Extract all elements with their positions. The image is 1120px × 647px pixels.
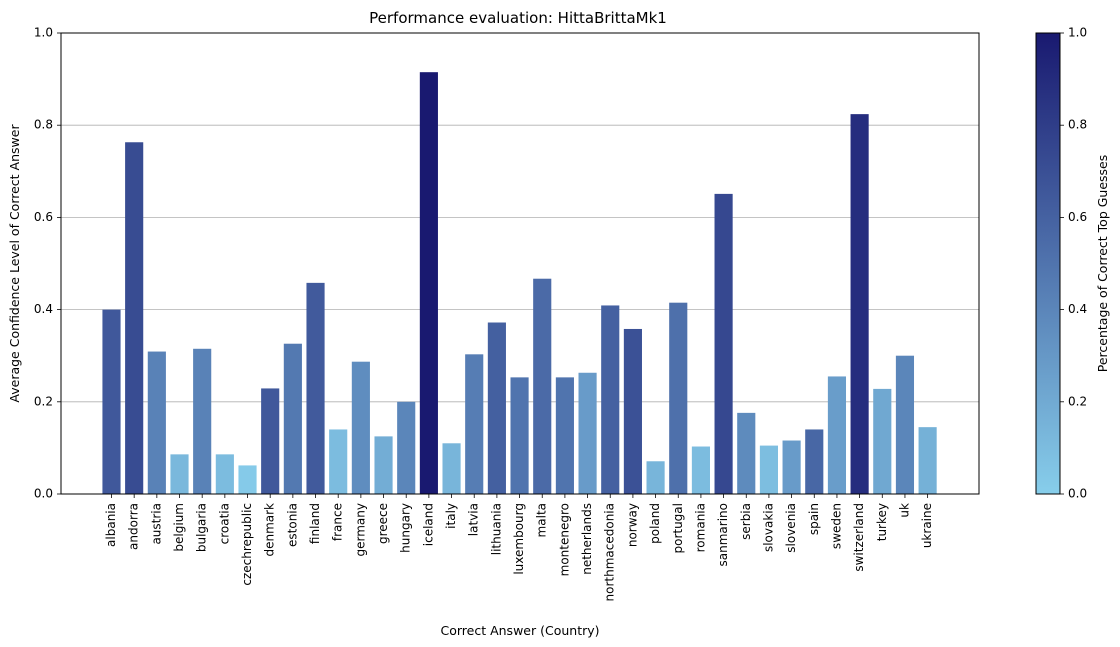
x-axis: albania andorra austria belgium bulgaria croa… <box>104 494 934 601</box>
bar-estonia <box>283 343 302 494</box>
x-tick-label: ukraine <box>920 503 934 548</box>
bar-norway <box>623 328 642 494</box>
colorbar-gradient <box>1035 32 1061 495</box>
x-tick-label: croatia <box>217 503 231 544</box>
bar-luxembourg <box>510 377 529 494</box>
bar-sweden <box>827 376 847 494</box>
x-tick-label: germany <box>353 503 367 556</box>
bar-belgium <box>170 454 189 494</box>
x-tick-label: hungary <box>399 503 413 553</box>
bar-northmacedonia <box>601 305 620 494</box>
x-tick-label: netherlands <box>580 503 594 575</box>
bar-czechrepublic <box>238 465 257 494</box>
x-tick-label: denmark <box>263 503 277 557</box>
x-tick-label: portugal <box>671 503 685 554</box>
plot-frame <box>60 32 980 495</box>
x-tick-label: luxembourg <box>512 503 526 575</box>
y-axis-label: Average Confidence Level of Correct Answ… <box>7 124 22 403</box>
x-tick-label: turkey <box>875 503 889 541</box>
bar-uk <box>895 355 915 494</box>
x-tick-label: iceland <box>421 503 435 546</box>
x-tick-label: austria <box>149 503 163 545</box>
y-tick-label: 0.2 <box>34 394 53 408</box>
x-tick-label: norway <box>625 503 639 547</box>
x-tick-label: italy <box>444 503 458 529</box>
x-tick-label: estonia <box>285 503 299 547</box>
bar-slovenia <box>782 440 801 494</box>
x-tick-label: lithuania <box>489 503 503 555</box>
bar-poland <box>646 461 665 494</box>
bar-montenegro <box>555 377 574 494</box>
x-tick-label: northmacedonia <box>603 503 617 601</box>
bar-greece <box>374 436 393 494</box>
x-tick-label: switzerland <box>852 503 866 572</box>
y-tick-label: 0.0 <box>34 487 53 501</box>
bar-denmark <box>261 388 280 494</box>
bar-hungary <box>397 401 416 494</box>
bar-iceland <box>419 72 438 494</box>
x-tick-label: slovenia <box>784 503 798 553</box>
x-tick-label: finland <box>308 503 322 544</box>
bar-spain <box>805 429 824 494</box>
bar-turkey <box>873 388 892 494</box>
x-tick-label: sweden <box>829 503 843 549</box>
y-axis: 0.0 0.2 0.4 0.6 0.8 1.0 <box>34 26 61 501</box>
x-tick-label: latvia <box>467 503 481 536</box>
bar-italy <box>442 443 461 494</box>
colorbar: 0.0 0.2 0.4 0.6 0.8 1.0 <box>1035 26 1087 501</box>
y-tick-label: 0.6 <box>34 210 53 224</box>
colorbar-tick-label: 0.4 <box>1068 302 1087 316</box>
y-tick-label: 0.8 <box>34 118 53 132</box>
x-tick-label: uk <box>897 503 911 518</box>
bar-ukraine <box>918 427 937 494</box>
colorbar-tick-label: 0.8 <box>1068 118 1087 132</box>
x-tick-label: malta <box>535 503 549 537</box>
chart-title: Performance evaluation: HittaBrittaMk1 <box>369 9 667 27</box>
bar-switzerland <box>850 114 869 495</box>
colorbar-tick-label: 0.6 <box>1068 210 1087 224</box>
x-tick-label: czechrepublic <box>240 503 254 586</box>
bar-portugal <box>669 302 688 494</box>
bar-croatia <box>215 454 234 494</box>
x-tick-label: bulgaria <box>195 503 209 552</box>
x-tick-label: montenegro <box>557 503 571 576</box>
x-tick-label: sanmarino <box>716 503 730 566</box>
x-tick-label: spain <box>807 503 821 535</box>
bars-group <box>102 72 937 495</box>
colorbar-tick-label: 0.2 <box>1068 394 1087 408</box>
bar-sanmarino <box>714 193 733 494</box>
x-tick-label: greece <box>376 503 390 544</box>
bar-serbia <box>737 412 756 494</box>
x-tick-label: france <box>331 503 345 541</box>
bar-latvia <box>465 354 484 494</box>
bar-finland <box>306 282 325 494</box>
x-tick-label: belgium <box>172 503 186 552</box>
x-tick-label: romania <box>693 503 707 552</box>
y-tick-label: 1.0 <box>34 26 53 40</box>
bar-slovakia <box>759 445 778 494</box>
x-tick-label: poland <box>648 503 662 544</box>
x-tick-label: albania <box>104 503 118 547</box>
bar-france <box>329 429 348 494</box>
colorbar-tick-label: 0.0 <box>1068 487 1087 501</box>
bar-albania <box>102 309 121 494</box>
bar-germany <box>351 361 370 494</box>
bar-bulgaria <box>193 348 212 494</box>
x-tick-label: andorra <box>127 503 141 550</box>
bar-lithuania <box>487 322 506 494</box>
bar-andorra <box>125 142 144 494</box>
bar-austria <box>147 351 166 494</box>
x-axis-label: Correct Answer (Country) <box>440 623 599 638</box>
bar-netherlands <box>578 372 597 494</box>
colorbar-label: Percentage of Correct Top Guesses <box>1095 155 1110 373</box>
x-tick-label: slovakia <box>761 503 775 552</box>
bar-romania <box>691 446 710 494</box>
y-tick-label: 0.4 <box>34 302 53 316</box>
colorbar-tick-label: 1.0 <box>1068 26 1087 40</box>
bar-malta <box>533 278 552 494</box>
x-tick-label: serbia <box>739 503 753 540</box>
